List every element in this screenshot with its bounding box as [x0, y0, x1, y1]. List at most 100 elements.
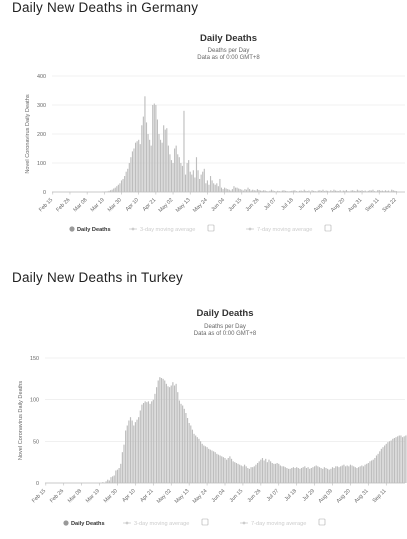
bar-daily-deaths: [147, 134, 149, 192]
bar-daily-deaths: [191, 174, 193, 192]
bar-daily-deaths: [328, 191, 330, 192]
bar-daily-deaths: [315, 465, 317, 483]
bar-daily-deaths: [199, 441, 202, 483]
bar-daily-deaths: [160, 378, 163, 483]
bar-daily-deaths: [225, 188, 227, 192]
x-tick-label: Jul 29: [297, 197, 311, 211]
bar-daily-deaths: [379, 451, 381, 483]
bar-daily-deaths: [267, 191, 269, 192]
legend-point-marker: [125, 521, 129, 525]
bar-daily-deaths: [358, 190, 360, 192]
bar-daily-deaths: [208, 184, 210, 192]
bar-daily-deaths: [340, 466, 342, 483]
bar-daily-deaths: [343, 464, 345, 483]
bar-daily-deaths: [164, 129, 166, 192]
y-tick-label: 300: [37, 103, 46, 109]
bar-daily-deaths: [145, 122, 148, 192]
bar-daily-deaths: [250, 467, 252, 483]
bar-daily-deaths: [228, 189, 230, 192]
bar-daily-deaths: [240, 465, 242, 483]
x-tick-label: Mar 19: [90, 197, 106, 213]
bar-daily-deaths: [136, 419, 138, 483]
bar-daily-deaths: [128, 163, 130, 192]
bar-daily-deaths: [196, 437, 198, 483]
bar-daily-deaths: [138, 139, 140, 192]
bar-daily-deaths: [133, 148, 135, 192]
bar-daily-deaths: [380, 448, 382, 483]
bar-daily-deaths: [184, 174, 187, 192]
chart-title: Daily Deaths: [196, 308, 253, 319]
bar-daily-deaths: [318, 467, 321, 483]
x-tick-label: Mar 30: [103, 488, 119, 504]
bar-daily-deaths: [356, 189, 358, 192]
bar-daily-deaths: [216, 183, 218, 192]
legend-checkbox: [318, 518, 326, 526]
bar-daily-deaths: [201, 443, 203, 483]
bar-daily-deaths: [172, 382, 174, 483]
bar-daily-deaths: [252, 467, 254, 483]
bar-daily-deaths: [384, 445, 386, 483]
bar-daily-deaths: [378, 189, 380, 192]
bar-daily-deaths: [175, 145, 177, 192]
bar-daily-deaths: [302, 191, 304, 192]
bar-daily-deaths: [392, 190, 394, 192]
bar-daily-deaths: [146, 402, 148, 483]
bar-daily-deaths: [133, 425, 135, 483]
bar-daily-deaths: [188, 160, 190, 192]
bar-daily-deaths: [153, 103, 155, 192]
bar-daily-deaths: [242, 190, 244, 192]
bar-daily-deaths: [105, 481, 107, 483]
bar-daily-deaths: [384, 190, 387, 192]
bar-daily-deaths: [292, 467, 294, 483]
bar-daily-deaths: [400, 435, 402, 483]
bar-daily-deaths: [336, 190, 338, 192]
bar-daily-deaths: [106, 191, 109, 192]
bar-daily-deaths: [203, 445, 205, 483]
bar-daily-deaths: [166, 128, 168, 192]
bar-daily-deaths: [322, 468, 324, 483]
bar-daily-deaths: [294, 190, 296, 192]
bar-daily-deaths: [309, 191, 312, 192]
chart-legend: Daily Deaths 3-day moving average 7-day mo…: [63, 518, 326, 527]
bar-daily-deaths: [239, 189, 241, 192]
bar-daily-deaths: [209, 449, 211, 483]
legend-label-moving-average: 7-day moving average: [251, 521, 306, 527]
bar-daily-deaths: [189, 171, 191, 192]
bar-daily-deaths: [217, 454, 220, 483]
x-tick-label: Aug 20: [330, 197, 346, 213]
legend-label-daily-deaths: Daily Deaths: [77, 227, 111, 233]
bar-daily-deaths: [322, 189, 324, 192]
bar-daily-deaths: [291, 190, 293, 192]
bar-daily-deaths: [364, 190, 366, 192]
legend-checkbox: [207, 224, 215, 232]
bar-daily-deaths: [369, 461, 371, 483]
bar-daily-deaths: [259, 190, 262, 192]
bar-daily-deaths: [170, 385, 172, 483]
bar-daily-deaths: [387, 442, 389, 483]
legend-label-moving-average: 7-day moving average: [257, 227, 312, 233]
bar-daily-deaths: [186, 163, 188, 192]
bar-daily-deaths: [195, 435, 197, 483]
bar-daily-deaths: [208, 448, 210, 483]
bar-daily-deaths: [142, 403, 145, 483]
bar-daily-deaths: [211, 180, 213, 192]
bar-daily-deaths: [245, 466, 247, 483]
bar-daily-deaths: [284, 190, 287, 192]
bar-daily-deaths: [191, 429, 193, 483]
bar-daily-deaths: [247, 468, 249, 483]
bar-daily-deaths: [296, 467, 298, 483]
bar-daily-deaths: [391, 189, 393, 192]
bar-daily-deaths: [294, 468, 296, 483]
bar-daily-deaths: [341, 191, 343, 192]
bar-daily-deaths: [108, 480, 110, 483]
x-tick-label: Sep 22: [381, 197, 397, 213]
bar-daily-deaths: [385, 443, 387, 483]
bar-daily-deaths: [157, 380, 159, 483]
bar-daily-deaths: [219, 455, 221, 483]
bar-daily-deaths: [241, 189, 243, 192]
bar-daily-deaths: [305, 468, 308, 483]
bar-daily-deaths: [227, 458, 229, 483]
bar-daily-deaths: [141, 404, 143, 483]
bar-daily-deaths: [328, 469, 330, 483]
